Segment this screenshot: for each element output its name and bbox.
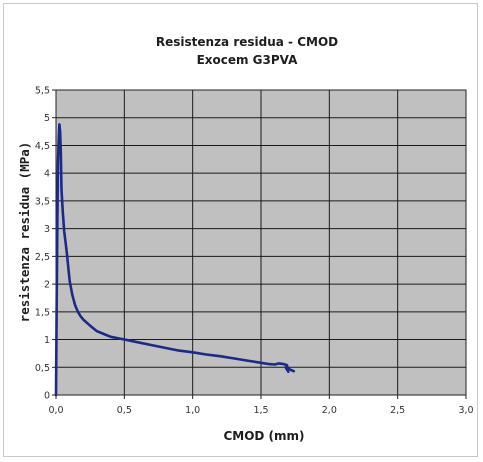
chart-title: Resistenza residua - CMOD (156, 35, 338, 49)
y-tick-label: 1 (44, 335, 50, 346)
y-tick-label: 0 (44, 391, 50, 402)
x-axis-label: CMOD (mm) (223, 429, 304, 443)
y-tick-label: 1,5 (35, 307, 50, 318)
y-tick-label: 3,5 (35, 196, 50, 207)
line-chart: 0 0,5 1 1,5 2 2,5 3 3,5 4 4,5 5 5,5 0,0 0,5 1,0 1,5 2,0… (17, 35, 474, 443)
y-tick-label: 3 (44, 224, 50, 235)
x-tick-label: 2,5 (390, 405, 405, 416)
x-tick-label: 3,0 (458, 405, 473, 416)
x-axis-ticks: 0,0 0,5 1,0 1,5 2,0 2,5 3,0 (48, 395, 474, 416)
chart-frame: 0 0,5 1 1,5 2 2,5 3 3,5 4 4,5 5 5,5 0,0 0,5 1,0 1,5 2,0… (3, 3, 478, 457)
gridlines (56, 90, 466, 395)
y-axis-label: resistenza residua (MPa) (17, 142, 32, 323)
y-tick-label: 4 (44, 169, 50, 180)
x-tick-label: 0,5 (117, 405, 132, 416)
y-tick-label: 5 (44, 113, 50, 124)
y-tick-label: 2 (44, 280, 50, 291)
y-tick-label: 5,5 (35, 86, 50, 97)
y-tick-label: 4,5 (35, 141, 50, 152)
y-tick-label: 2,5 (35, 252, 50, 263)
chart-subtitle: Exocem G3PVA (197, 53, 299, 67)
series-layer (54, 123, 296, 397)
series-line-1 (54, 123, 296, 397)
x-tick-label: 1,0 (185, 405, 200, 416)
y-tick-label: 0,5 (35, 363, 50, 374)
y-axis-ticks: 0 0,5 1 1,5 2 2,5 3 3,5 4 4,5 5 5,5 (35, 86, 56, 402)
x-tick-label: 0,0 (48, 405, 63, 416)
x-tick-label: 1,5 (253, 405, 268, 416)
x-tick-label: 2,0 (322, 405, 337, 416)
